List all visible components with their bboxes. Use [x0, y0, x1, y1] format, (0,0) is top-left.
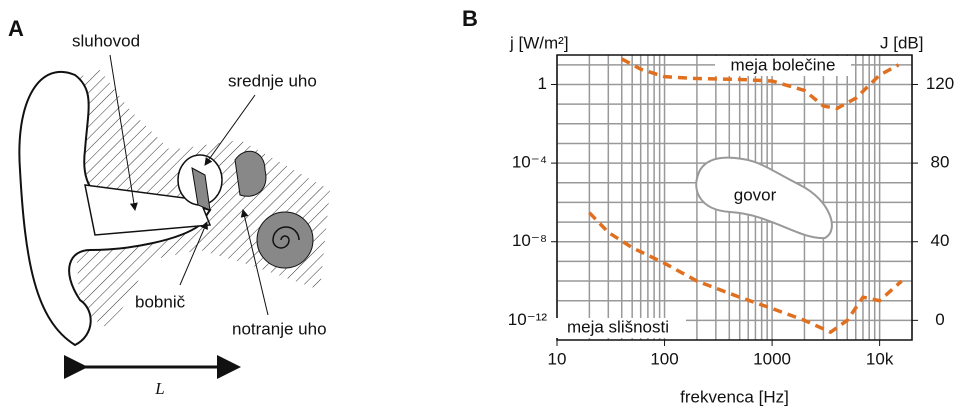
arrow: [204, 94, 256, 166]
panel-b: B 10 100 1000 10k10⁻¹²10⁻⁸10⁻⁴104080120govo…: [462, 6, 954, 407]
series-line: [620, 57, 900, 111]
label: sluhovod: [72, 31, 140, 50]
series-line: [588, 211, 903, 335]
y-tick-label: 1: [538, 74, 547, 93]
y2-tick-label: 0: [935, 310, 944, 329]
plot-frame: [556, 54, 913, 341]
label: srednje uho: [228, 71, 317, 90]
panel-letter: B: [462, 6, 478, 31]
arrow: [240, 209, 269, 316]
panel-a: A sluhovod srednje uho bobnič notranje u…: [8, 16, 330, 398]
y-axis-label: j [W/m²]: [509, 33, 569, 52]
y2-tick-label: 80: [931, 153, 950, 172]
canals: [234, 150, 267, 197]
ossicles: [191, 167, 211, 211]
speech-region: [695, 156, 833, 240]
ear-canal: [84, 184, 212, 236]
y2-tick-label: 40: [931, 231, 950, 250]
spiral: [272, 226, 300, 249]
y-tick-label: 10⁻¹²: [508, 310, 548, 329]
cochlea: [256, 211, 314, 269]
annotation-bg: [715, 56, 851, 76]
x-tick-label: 100: [650, 349, 678, 368]
region-label: govor: [734, 185, 777, 204]
x-tick-label: 10: [548, 349, 567, 368]
x-tick-label: 1000: [753, 349, 791, 368]
arrow: [109, 54, 138, 211]
arrow: [179, 221, 208, 286]
y2-axis-label: J [dB]: [880, 33, 923, 52]
y2-tick-label: 120: [926, 74, 954, 93]
x-axis-label: frekvenca [Hz]: [680, 387, 789, 406]
panel-letter: A: [8, 16, 24, 41]
annotation: meja bolečine: [731, 55, 836, 74]
label: notranje uho: [232, 319, 327, 338]
label: bobnič: [135, 292, 186, 311]
label: L: [154, 379, 164, 398]
annotation-bg: [550, 318, 686, 338]
y-tick-label: 10⁻⁴: [512, 153, 547, 172]
annotation: meja slišnosti: [567, 317, 669, 336]
y-tick-label: 10⁻⁸: [512, 231, 547, 250]
x-tick-label: 10k: [866, 349, 894, 368]
